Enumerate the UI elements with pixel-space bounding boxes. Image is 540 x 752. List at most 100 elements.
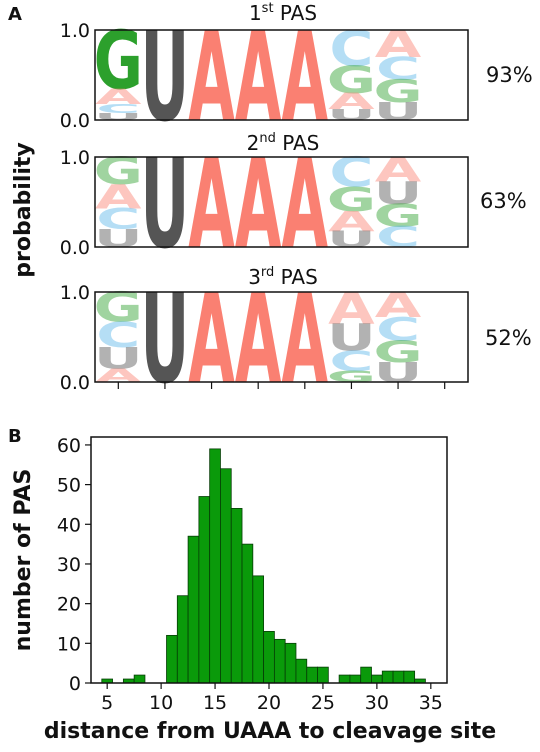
logo-3-frame [94, 291, 469, 383]
histogram-bar [306, 666, 318, 684]
logo-2-frame [94, 156, 469, 248]
logo-2-letter-u: U [374, 176, 423, 211]
histogram-xtick-label: 10 [149, 692, 173, 714]
histogram-bar [263, 631, 275, 684]
logo-3-ytick-bottom: 0.0 [60, 372, 90, 394]
histogram-bar [252, 575, 265, 684]
histogram-bar [176, 595, 189, 684]
histogram-bar [349, 674, 362, 684]
logo-2-letter-c: C [376, 221, 420, 254]
logo-2-letter-a: A [95, 178, 142, 216]
histogram-ytick-label: 40 [57, 514, 81, 536]
logo-1-letter-a: A [188, 6, 235, 150]
histogram-bar [381, 670, 394, 684]
logo-2-letter-a: A [188, 133, 235, 277]
logo-1-letter-u: U [327, 106, 376, 123]
logo-2-letter-c: C [96, 203, 140, 236]
logo-2-percent: 63% [480, 189, 527, 213]
histogram-xtick-label: 5 [101, 692, 113, 714]
logo-1-letter-a: A [282, 6, 329, 150]
histogram-ytick-label: 30 [57, 554, 81, 576]
logo-1-letter-c: C [96, 102, 140, 116]
histogram-bar [220, 468, 232, 684]
logo-2-ytick-top: 1.0 [60, 147, 90, 169]
logo-2-title: 2nd PAS [247, 131, 320, 155]
panel-a-ylabel: probability [11, 142, 36, 278]
logo-2-letter-u: U [94, 224, 143, 253]
logo-3-letter-c: C [96, 315, 140, 356]
histogram-bar [403, 670, 416, 684]
histogram-ytick-label: 0 [69, 673, 81, 695]
histogram-bar [338, 674, 351, 684]
logo-1-title: 1st PAS [249, 1, 317, 25]
histogram-bar [209, 448, 221, 684]
histogram-yticks: 0 10 20 30 40 50 60 [57, 435, 91, 695]
histogram-xlabel: distance from UAAA to cleavage site [44, 719, 496, 744]
histogram-bar [371, 674, 383, 684]
histogram-bar [133, 674, 146, 684]
logo-3-xticks [117, 382, 446, 389]
logo-3-letter-u: U [141, 268, 190, 412]
histogram-bars [101, 448, 426, 684]
histogram-xtick-label: 35 [419, 692, 443, 714]
logo-1-letter-c: C [376, 52, 420, 87]
logo-3-letter-a: A [235, 268, 282, 412]
logo-2-letter-a: A [235, 133, 282, 277]
histogram-bar [187, 535, 200, 684]
logo-3-title: 3rd PAS [248, 265, 318, 289]
logo-1-letter-g: G [327, 59, 376, 102]
histogram-ytick-label: 10 [57, 633, 81, 655]
logo-1-letter-a: A [95, 84, 142, 109]
logo-2-letter-g: G [373, 199, 422, 234]
logo-2-letter-g: G [327, 181, 376, 219]
logo-2-letter-a: A [282, 133, 329, 277]
histogram-ytick-label: 60 [57, 435, 81, 457]
logo-3-ytick-top: 1.0 [60, 282, 90, 304]
histogram-xticks: 5 10 15 20 25 30 35 [101, 683, 443, 714]
histogram-bar [166, 634, 178, 684]
logo-3-letter-c: C [376, 311, 420, 348]
logo-3-percent: 52% [485, 326, 532, 350]
histogram: 5 10 15 20 25 30 35 0 10 20 30 40 50 60 distance fro… [11, 435, 496, 744]
logo-1-percent: 93% [486, 63, 533, 87]
histogram-bar [198, 496, 211, 684]
logo-2-letter-a: A [328, 206, 375, 237]
logo-3-letter-c: C [329, 345, 373, 376]
logo-3-letter-g: G [373, 335, 422, 369]
panel-label-a: A [8, 4, 22, 25]
histogram-bar [360, 666, 372, 684]
histogram-bar [284, 642, 297, 684]
histogram-xtick-label: 30 [365, 692, 389, 714]
logo-1-letter-u: U [374, 97, 423, 126]
histogram-bar [317, 666, 329, 684]
panel-label-b: B [8, 426, 22, 447]
histogram-ytick-label: 50 [57, 475, 81, 497]
logo-1-frame [94, 29, 469, 121]
histogram-bar [392, 670, 405, 684]
histogram-bar [295, 658, 308, 684]
histogram-ylabel: number of PAS [11, 469, 36, 652]
logo-2-ytick-bottom: 0.0 [60, 237, 90, 259]
logo-3-letter-a: A [188, 268, 235, 412]
logo-1-ytick-top: 1.0 [60, 20, 90, 42]
histogram-xtick-label: 25 [311, 692, 335, 714]
logo-1-ytick-bottom: 0.0 [60, 110, 90, 132]
logo-1-letter-a: A [235, 6, 282, 150]
logo-2-letter-u: U [141, 133, 190, 277]
logo-3-letter-u: U [94, 342, 143, 376]
logo-3-letter-u: U [327, 316, 376, 359]
logo-1-letter-a: A [328, 89, 375, 115]
histogram-bar [273, 638, 286, 684]
histogram-xtick-label: 15 [203, 692, 227, 714]
logo-2-letter-u: U [327, 226, 376, 252]
histogram-bar [230, 508, 243, 684]
logo-1-letter-u: U [94, 111, 143, 122]
histogram-bar [241, 543, 254, 684]
